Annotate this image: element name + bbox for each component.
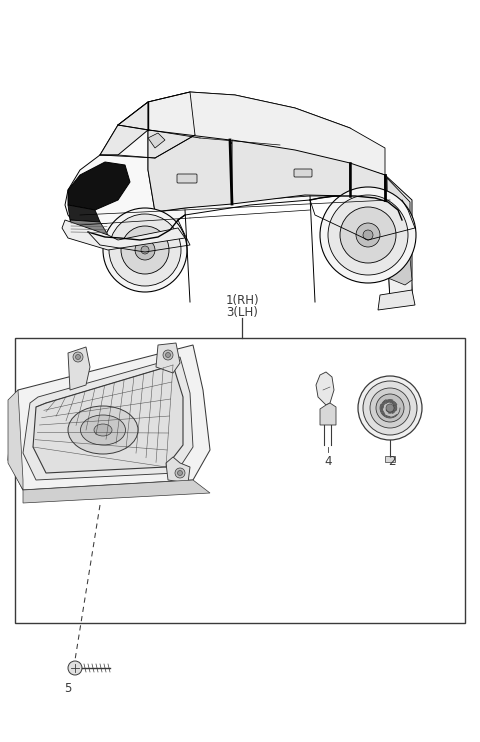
Bar xyxy=(385,456,395,462)
Polygon shape xyxy=(100,102,148,155)
Circle shape xyxy=(175,468,185,478)
Text: 2: 2 xyxy=(388,455,396,468)
Circle shape xyxy=(163,350,173,360)
Polygon shape xyxy=(68,162,130,210)
Ellipse shape xyxy=(81,415,125,445)
Circle shape xyxy=(358,376,422,440)
Circle shape xyxy=(135,240,155,260)
Circle shape xyxy=(73,352,83,362)
Polygon shape xyxy=(65,92,412,302)
Text: 1(RH): 1(RH) xyxy=(225,294,259,306)
Ellipse shape xyxy=(68,406,138,454)
Polygon shape xyxy=(8,390,23,490)
Polygon shape xyxy=(378,290,415,310)
Circle shape xyxy=(141,246,149,254)
Circle shape xyxy=(356,223,380,247)
FancyBboxPatch shape xyxy=(294,169,312,177)
Polygon shape xyxy=(148,130,388,212)
Polygon shape xyxy=(8,345,210,490)
Polygon shape xyxy=(166,457,190,483)
Polygon shape xyxy=(156,343,180,373)
Polygon shape xyxy=(33,365,183,473)
FancyBboxPatch shape xyxy=(177,174,197,183)
Polygon shape xyxy=(320,403,336,425)
Circle shape xyxy=(386,404,394,412)
Circle shape xyxy=(363,381,417,435)
Bar xyxy=(15,338,465,623)
Circle shape xyxy=(109,214,181,286)
Circle shape xyxy=(328,195,408,275)
Circle shape xyxy=(340,207,396,263)
Circle shape xyxy=(370,388,410,428)
Text: 5: 5 xyxy=(64,682,72,695)
Text: 3(LH): 3(LH) xyxy=(226,306,258,318)
Polygon shape xyxy=(62,220,185,250)
Polygon shape xyxy=(68,205,100,222)
Circle shape xyxy=(103,208,187,292)
Polygon shape xyxy=(23,357,193,480)
Text: 4: 4 xyxy=(324,455,332,468)
Circle shape xyxy=(178,470,182,476)
Polygon shape xyxy=(316,372,334,405)
Polygon shape xyxy=(387,178,410,258)
Polygon shape xyxy=(70,220,108,235)
Polygon shape xyxy=(148,130,232,212)
Polygon shape xyxy=(148,92,385,175)
Polygon shape xyxy=(387,258,412,285)
Polygon shape xyxy=(148,133,165,148)
Circle shape xyxy=(75,355,81,360)
Polygon shape xyxy=(350,163,385,196)
Circle shape xyxy=(376,394,404,422)
Polygon shape xyxy=(385,175,412,302)
Circle shape xyxy=(363,230,373,240)
Ellipse shape xyxy=(94,424,112,436)
Polygon shape xyxy=(232,140,350,204)
Circle shape xyxy=(68,661,82,675)
Polygon shape xyxy=(23,480,210,503)
Circle shape xyxy=(121,226,169,274)
Circle shape xyxy=(166,352,170,358)
Polygon shape xyxy=(68,347,90,390)
Circle shape xyxy=(320,187,416,283)
